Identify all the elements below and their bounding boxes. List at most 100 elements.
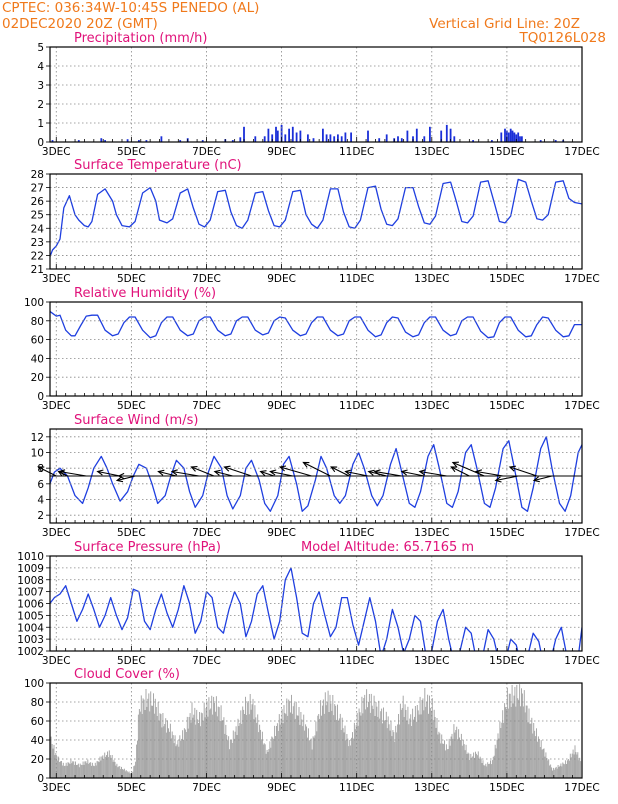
wind-arrowhead	[330, 466, 338, 473]
cloud-bar	[386, 728, 388, 778]
wind-arrowhead	[508, 465, 516, 472]
cloud-bar	[369, 712, 371, 778]
precip-bar	[350, 132, 352, 142]
y-tick-label: 27	[31, 183, 44, 195]
x-tick-label: 5DEC	[117, 400, 146, 412]
x-tick-label: 11DEC	[339, 527, 374, 539]
cloud-bar	[517, 698, 519, 778]
x-tick-label: 5DEC	[117, 782, 146, 794]
wind-arrowhead	[302, 461, 310, 468]
cloud-bar	[444, 740, 445, 778]
precip-bar	[406, 130, 409, 142]
cloud-bar	[519, 684, 521, 778]
cloud-bar	[217, 706, 219, 778]
y-tick-label: 40	[31, 735, 44, 747]
precip-bar	[126, 139, 129, 142]
y-tick-label: 6	[37, 479, 44, 491]
x-tick-label: 5DEC	[117, 655, 146, 667]
cloud-bar	[538, 738, 540, 778]
precip-bar	[453, 136, 456, 142]
x-tick-label: 15DEC	[489, 273, 524, 285]
x-tick-label: 9DEC	[267, 782, 296, 794]
cloud-bar	[528, 708, 530, 778]
cloud-bar	[564, 764, 566, 778]
precip-bar	[100, 138, 103, 142]
cloud-bar	[171, 731, 173, 778]
cloud-bar	[372, 709, 374, 778]
cloud-bar	[227, 740, 229, 778]
cloud-bar	[168, 728, 169, 778]
cloud-bar	[446, 749, 448, 778]
cloud-bar	[387, 716, 389, 778]
cloud-bar	[303, 714, 305, 778]
cloud-bar	[421, 700, 423, 778]
cloud-bar	[63, 766, 65, 778]
cloud-bar	[310, 738, 312, 778]
cloud-bar	[360, 715, 362, 778]
y-tick-label: 20	[31, 754, 44, 766]
precip-bar	[340, 136, 343, 142]
wind-arrowhead	[451, 461, 459, 468]
wind-vector	[330, 466, 350, 477]
cloud-bar	[243, 709, 245, 778]
wind-vector	[260, 470, 275, 477]
cloud-bar	[356, 712, 358, 778]
y-tick-label: 0	[37, 391, 44, 403]
cloud-bar	[574, 745, 576, 778]
precip-bar	[160, 136, 163, 142]
cloud-bar	[159, 713, 161, 778]
cloud-bar	[525, 705, 527, 778]
cloud-bar	[259, 724, 261, 778]
cloud-bar	[383, 707, 384, 778]
cloud-panel: 0 20 40 60 80 100 3DEC 5DEC 7DEC 9DEC 11DEC 13DEC 15…	[24, 667, 600, 794]
cloud-bar	[265, 753, 267, 778]
cloud-bar	[141, 714, 143, 778]
precip-bar	[179, 140, 182, 142]
precip-bar	[329, 134, 332, 142]
x-tick-label: 11DEC	[339, 146, 374, 158]
cloud-bar	[357, 725, 359, 778]
wind-arrowhead	[278, 465, 287, 472]
x-tick-label: 7DEC	[192, 146, 221, 158]
cloud-bar	[454, 732, 456, 778]
wind-arrowhead	[367, 469, 375, 476]
precip-bar	[521, 136, 523, 142]
cloud-bar	[338, 718, 340, 778]
cloud-bar	[355, 725, 357, 778]
wind-vector	[224, 466, 252, 477]
cloud-bar	[322, 699, 324, 778]
cloud-bar	[297, 715, 299, 778]
cloud-bar	[109, 755, 111, 778]
cloud-bar	[91, 765, 92, 778]
cloud-bar	[444, 750, 446, 778]
cloud-bar	[293, 702, 295, 778]
precip-bar	[515, 134, 518, 142]
cloud-bar	[175, 746, 177, 778]
cloud-bar	[208, 697, 210, 778]
cloud-bar	[231, 743, 233, 778]
cloud-bar	[84, 761, 86, 778]
cloud-bar	[221, 720, 223, 778]
cloud-bar	[537, 736, 539, 778]
y-tick-label: 80	[31, 697, 44, 709]
cloud-bar	[226, 735, 228, 778]
y-tick-label: 1006	[17, 599, 44, 611]
pressure-series-line	[50, 567, 582, 651]
x-tick-label: 17DEC	[564, 527, 599, 539]
cloud-bar	[511, 685, 513, 778]
cloud-bar	[535, 736, 537, 778]
x-tick-label: 5DEC	[117, 273, 146, 285]
cloud-bar	[540, 740, 542, 778]
cloud-bar	[238, 726, 240, 778]
wind-vector	[214, 470, 233, 477]
cloud-bar	[516, 684, 518, 778]
cloud-bar	[419, 696, 421, 778]
cloud-bar	[167, 720, 168, 778]
cloud-bar	[513, 695, 515, 778]
cloud-bar	[408, 724, 410, 778]
cloud-bar	[494, 744, 496, 778]
cloud-bar	[406, 720, 408, 778]
cloud-bar	[196, 709, 198, 778]
cloud-bar	[295, 701, 297, 778]
x-tick-label: 3DEC	[42, 400, 71, 412]
